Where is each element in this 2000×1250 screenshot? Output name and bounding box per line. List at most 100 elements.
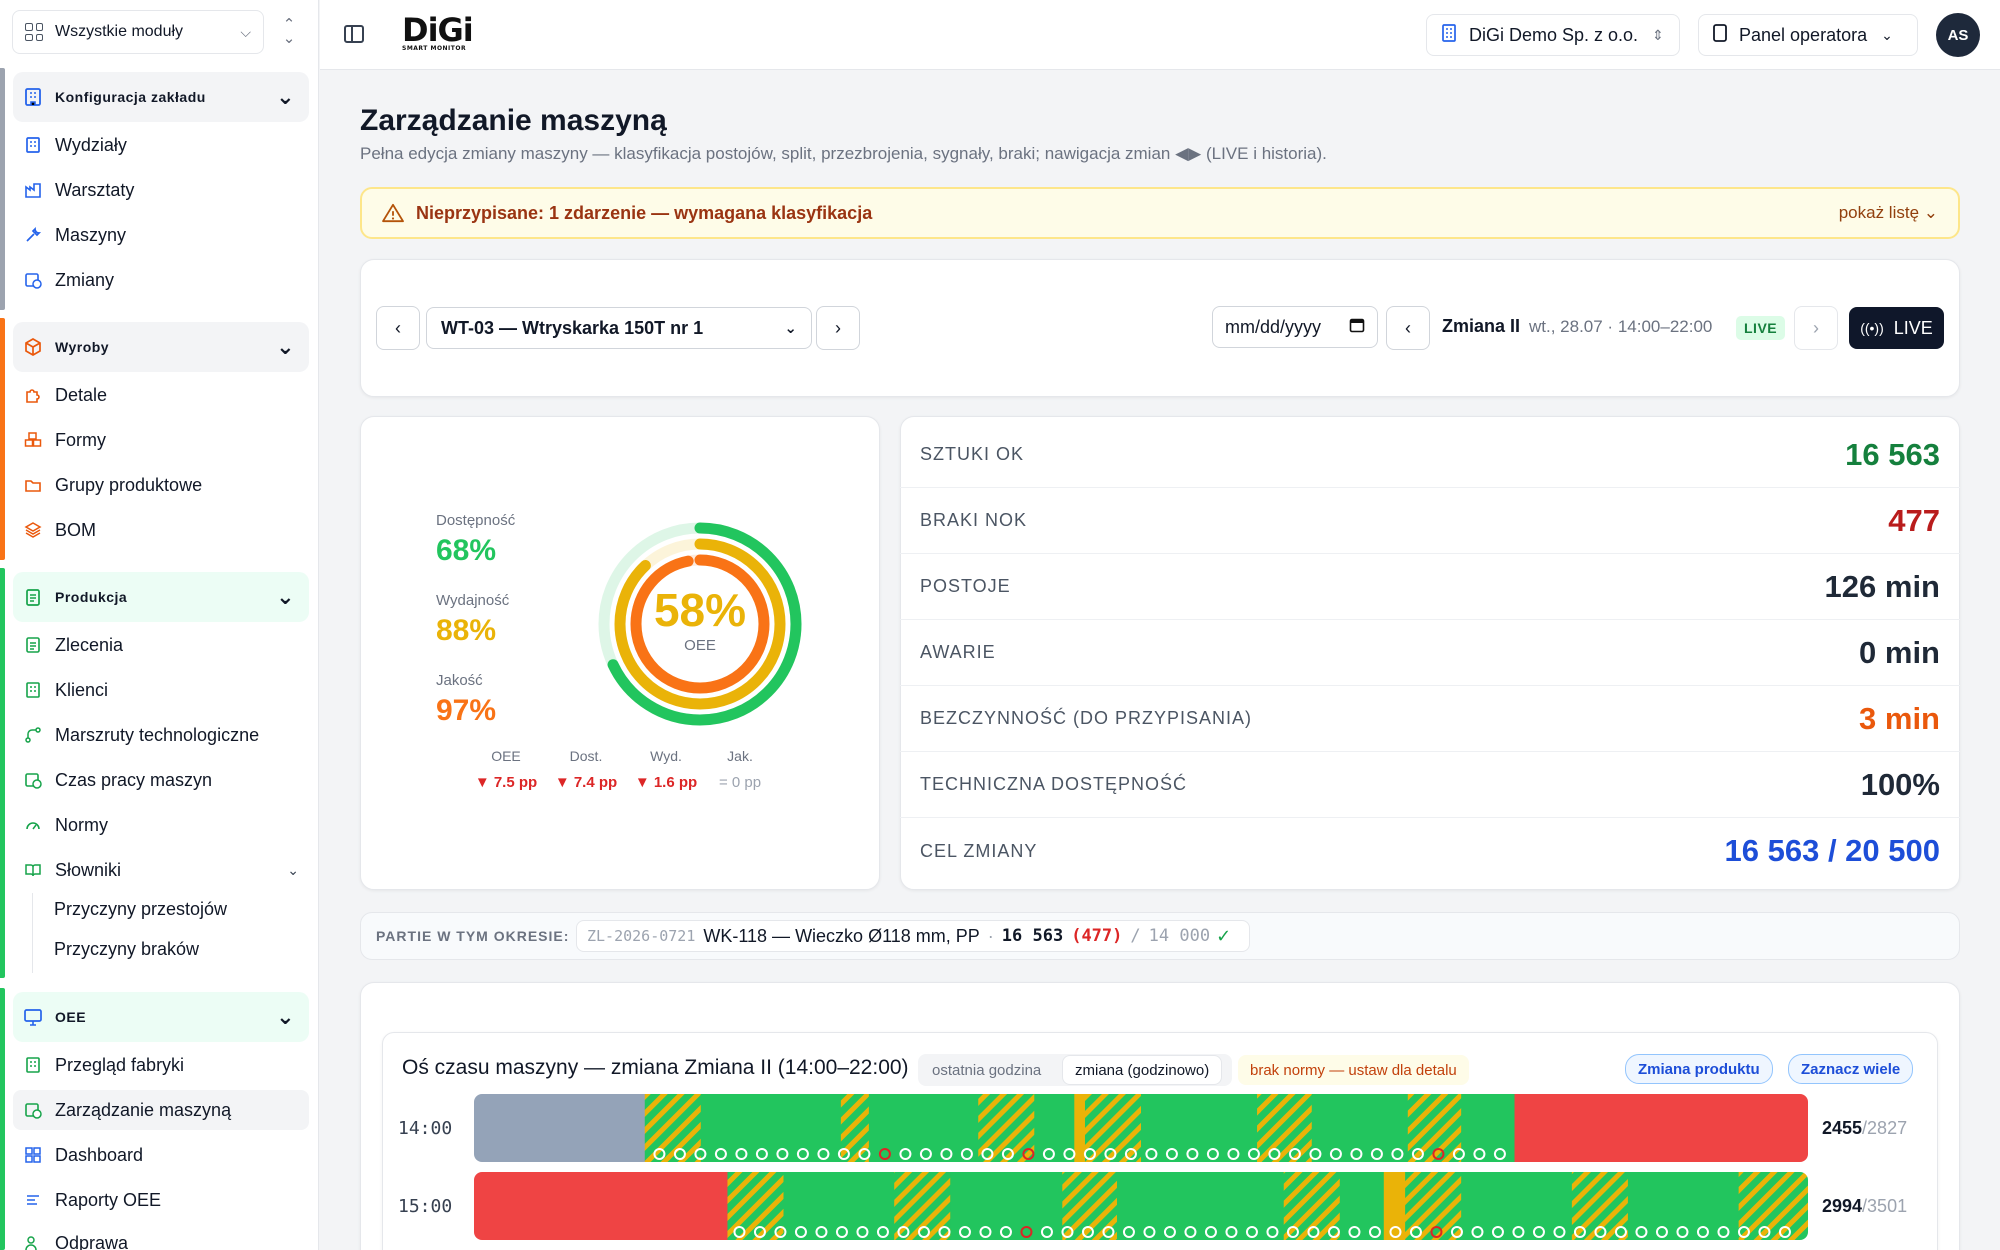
sidebar-item-przeglad[interactable]: Przegląd fabryki [13,1045,309,1085]
users-icon [23,1233,43,1250]
cycle-marker [1288,1148,1301,1160]
logo[interactable]: DiGi SMART MONITOR [402,14,474,52]
timeline-segment[interactable] [1339,1172,1385,1240]
sidebar-item-odprawa[interactable]: Odprawa [13,1223,309,1250]
timeline-segment[interactable] [1514,1094,1808,1162]
sidebar-item-raporty[interactable]: Raporty OEE [13,1180,309,1220]
sidebar-item-klienci[interactable]: Klienci [13,670,309,710]
norm-warning-badge[interactable]: brak normy — ustaw dla detalu [1238,1055,1469,1085]
sidebar-item-formy[interactable]: Formy [13,420,309,460]
timeline-segment[interactable] [1461,1094,1516,1162]
sidebar-item-grupy[interactable]: Grupy produktowe [13,465,309,505]
show-list-button[interactable]: pokaż listę ⌄ [1838,203,1938,222]
timeline-segment[interactable] [1383,1172,1406,1240]
cycle-marker [1614,1226,1627,1238]
cycle-marker [1594,1226,1607,1238]
cycle-marker [1655,1226,1668,1238]
timeline-row[interactable] [474,1172,1808,1240]
next-shift-button[interactable]: › [1794,306,1838,350]
batch-chip[interactable]: ZL-2026-0721 WK-118 — Wieczko Ø118 mm, P… [576,920,1250,952]
section-header-konfiguracja[interactable]: Konfiguracja zakładu ⌄ [13,72,309,122]
timeline-segment[interactable] [1141,1094,1258,1162]
timeline-segment[interactable] [1627,1172,1740,1240]
timeline-segment[interactable] [840,1094,870,1162]
product-change-button[interactable]: Zmiana produktu [1625,1054,1773,1084]
sidebar-subitem-przestoje[interactable]: Przyczyny przestojów [54,899,228,919]
cycle-marker [1553,1226,1566,1238]
module-select[interactable]: Wszystkie moduły ⌵ [12,10,264,54]
timeline-segment[interactable] [700,1094,842,1162]
sidebar-item-bom[interactable]: BOM [13,510,309,550]
timeline-segment[interactable] [1074,1094,1086,1162]
section-header-wyroby[interactable]: Wyroby ⌄ [13,322,309,372]
panel-select[interactable]: Panel operatora ⌄ [1698,14,1918,56]
collapse-icon[interactable]: ⌃ ⌄ [282,16,296,47]
building-icon [23,135,43,155]
sidebar-item-normy[interactable]: Normy [13,805,309,845]
sidebar-item-slowniki[interactable]: Słowniki ⌄ [13,850,309,890]
sidebar-item-zlecenia[interactable]: Zlecenia [13,625,309,665]
chevron-right-icon: › [835,317,841,338]
date-input[interactable]: mm/dd/yyyy [1212,306,1378,348]
section-header-oee[interactable]: OEE ⌄ [13,992,309,1042]
tab-last-hour[interactable]: ostatnia godzina [932,1061,1042,1079]
timeline-segment[interactable] [1116,1172,1285,1240]
timeline-segment[interactable] [868,1094,979,1162]
cycle-marker [1206,1148,1219,1160]
puzzle-icon [23,385,43,405]
oee-metric-value: 68% [436,534,497,567]
sidebar-item-warsztaty[interactable]: Warsztaty [13,170,309,210]
cycle-marker [774,1226,787,1238]
sidebar-item-zarzadzanie[interactable]: Zarządzanie maszyną [13,1090,309,1130]
timeline-segment[interactable] [1738,1172,1808,1240]
timeline-segment[interactable] [978,1094,1035,1162]
section-title: Produkcja [55,589,128,605]
oee-ring-availability [598,522,802,726]
kpi-row: BRAKI NOK 477 [900,488,1960,554]
next-machine-button[interactable]: › [816,306,860,350]
timeline-segment[interactable] [1257,1094,1313,1162]
timeline-segment[interactable] [644,1094,702,1162]
calendar-clock-icon [23,1100,43,1120]
sidebar-toggle-icon[interactable] [344,25,364,43]
prev-machine-button[interactable]: ‹ [376,306,420,350]
sidebar-item-zmiany[interactable]: Zmiany [13,260,309,300]
timeline-segment[interactable] [474,1172,728,1240]
section-header-produkcja[interactable]: Produkcja ⌄ [13,572,309,622]
sidebar-item-wydzialy[interactable]: Wydziały [13,125,309,165]
timeline-row[interactable] [474,1094,1808,1162]
sidebar-item-detale[interactable]: Detale [13,375,309,415]
timeline-segment[interactable] [1034,1094,1075,1162]
sidebar-item-dashboard[interactable]: Dashboard [13,1135,309,1175]
select-many-button[interactable]: Zaznacz wiele [1788,1054,1914,1084]
sidebar-item-maszyny[interactable]: Maszyny [13,215,309,255]
sidebar-item-label: Normy [55,814,108,835]
clipboard-list-icon [23,635,43,655]
tab-shift-hourly[interactable]: zmiana (godzinowo) [1062,1055,1223,1085]
cycle-marker [1432,1148,1445,1160]
sidebar-item-marszruty[interactable]: Marszruty technologiczne [13,715,309,755]
timeline-segment[interactable] [1283,1172,1341,1240]
count-total: /3501 [1862,1196,1908,1216]
timeline-segment[interactable] [474,1094,646,1162]
cycle-marker [1329,1148,1342,1160]
prev-shift-button[interactable]: ‹ [1386,306,1430,350]
cycle-marker [1348,1226,1361,1238]
timeline-segment[interactable] [950,1172,1063,1240]
live-button[interactable]: ((•)) LIVE [1849,307,1944,349]
chevron-down-icon: ⌄ [276,334,295,359]
cycle-marker [1022,1148,1035,1160]
cycle-marker [897,1226,910,1238]
timeline-segment[interactable] [1571,1172,1629,1240]
timeline-segment[interactable] [894,1172,951,1240]
avatar[interactable]: AS [1936,13,1980,57]
company-select[interactable]: DiGi Demo Sp. z o.o. ⇕ [1426,14,1680,56]
machine-select[interactable]: WT-03 — Wtryskarka 150T nr 1 ⌄ [426,307,812,349]
timeline-segment[interactable] [1461,1172,1573,1240]
timeline-segment[interactable] [1062,1172,1118,1240]
sidebar-subitem-braki[interactable]: Przyczyny braków [54,939,200,959]
sidebar-item-czas-pracy[interactable]: Czas pracy maszyn [13,760,309,800]
kpi-label: SZTUKI OK [920,444,1025,464]
cycle-marker [1143,1226,1156,1238]
timeline-bars[interactable] [474,1094,1808,1240]
